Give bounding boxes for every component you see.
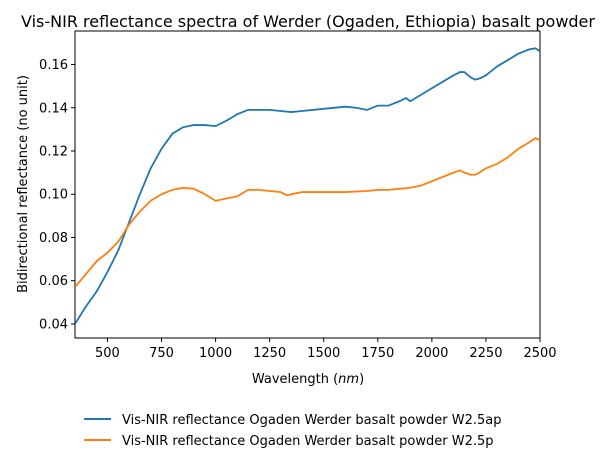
x-axis-ticks: 500 750 1000 1250 1500 1750 2000 2250 2500 (95, 338, 557, 361)
series-line-w25p (75, 137, 540, 288)
y-tick-label: 0.06 (39, 274, 68, 289)
legend: Vis-NIR reflectance Ogaden Werder basalt… (84, 413, 502, 449)
legend-label-w25ap: Vis-NIR reflectance Ogaden Werder basalt… (122, 413, 502, 428)
x-axis-label-text: Wavelength ( (252, 372, 338, 387)
y-tick-label: 0.16 (39, 58, 68, 73)
y-tick-label: 0.14 (39, 101, 68, 116)
plot-frame (74, 30, 541, 339)
x-axis-label-unit: nm (338, 372, 359, 387)
x-tick-label: 1500 (307, 346, 340, 361)
chart-title: Vis-NIR reflectance spectra of Werder (O… (21, 12, 595, 31)
x-tick-label: 750 (149, 346, 174, 361)
y-tick-label: 0.08 (39, 231, 68, 246)
y-axis-label: Bidirectional reflectance (no unit) (16, 75, 31, 293)
series-layer (75, 47, 540, 325)
y-axis-ticks: 0.04 0.06 0.08 0.10 0.12 0.14 0.16 (39, 58, 75, 332)
plot-area (74, 30, 541, 339)
x-tick-label: 2250 (469, 346, 502, 361)
x-tick-label: 1250 (253, 346, 286, 361)
series-line-w25ap (75, 47, 540, 325)
x-tick-label: 1000 (199, 346, 232, 361)
x-axis-label-close: ) (359, 372, 364, 387)
y-tick-label: 0.10 (39, 188, 68, 203)
x-tick-label: 2000 (415, 346, 448, 361)
x-tick-label: 1750 (361, 346, 394, 361)
x-tick-label: 500 (95, 346, 120, 361)
x-axis-label: Wavelength (nm) (252, 372, 364, 387)
y-tick-label: 0.04 (39, 317, 68, 332)
y-tick-label: 0.12 (39, 144, 68, 159)
legend-label-w25p: Vis-NIR reflectance Ogaden Werder basalt… (122, 434, 494, 449)
x-tick-label: 2500 (523, 346, 556, 361)
